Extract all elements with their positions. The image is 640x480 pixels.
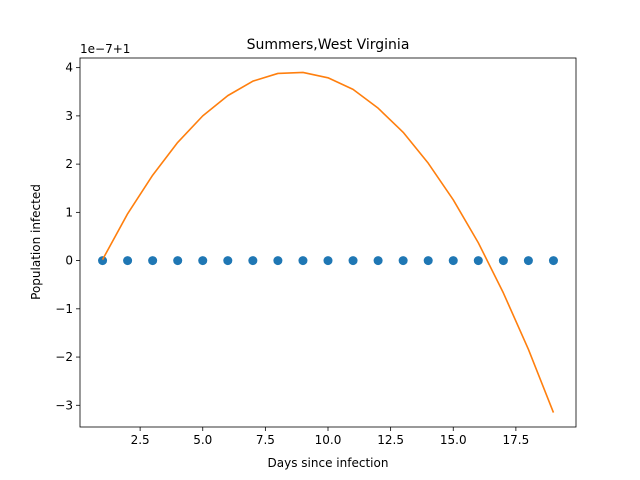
- y-axis-offset-label: 1e−7+1: [80, 42, 130, 56]
- scatter-point: [98, 256, 108, 266]
- x-tick-label: 7.5: [256, 433, 275, 447]
- y-tick-label: 3: [65, 109, 73, 123]
- scatter-point: [223, 256, 233, 266]
- scatter-point: [248, 256, 258, 266]
- y-axis-ticks: −3 −2 −1 0 1 2 3 4: [55, 61, 80, 412]
- data-marks: [98, 71, 558, 413]
- scatter-point: [298, 256, 308, 266]
- scatter-point: [273, 256, 283, 266]
- x-tick-label: 15.0: [440, 433, 467, 447]
- series-line: [101, 71, 555, 413]
- x-tick-label: 12.5: [377, 433, 404, 447]
- y-tick-label: −1: [55, 302, 73, 316]
- scatter-point: [348, 256, 358, 266]
- scatter-point: [123, 256, 133, 266]
- x-axis-label: Days since infection: [268, 456, 389, 470]
- plot-area: [80, 58, 576, 427]
- scatter-point: [373, 256, 383, 266]
- x-tick-label: 10.0: [315, 433, 342, 447]
- x-tick-label: 2.5: [131, 433, 150, 447]
- scatter-point: [173, 256, 183, 266]
- x-tick-label: 5.0: [193, 433, 212, 447]
- scatter-point: [548, 256, 558, 266]
- scatter-point: [323, 256, 333, 266]
- y-tick-label: 2: [65, 157, 73, 171]
- scatter-point: [523, 256, 533, 266]
- scatter-point: [148, 256, 158, 266]
- x-tick-label: 17.5: [503, 433, 530, 447]
- scatter-point: [498, 256, 508, 266]
- scatter-point: [398, 256, 408, 266]
- chart-title: Summers,West Virginia: [247, 37, 410, 53]
- y-tick-label: 4: [65, 61, 73, 75]
- y-tick-label: 0: [65, 254, 73, 268]
- y-tick-label: −2: [55, 350, 73, 364]
- scatter-point: [423, 256, 433, 266]
- x-axis-ticks: 2.5 5.0 7.5 10.0 12.5 15.0 17.5: [131, 427, 530, 447]
- y-tick-label: 1: [65, 205, 73, 219]
- scatter-point: [473, 256, 483, 266]
- scatter-point: [448, 256, 458, 266]
- y-axis-label: Population infected: [29, 184, 43, 300]
- scatter-point: [198, 256, 208, 266]
- y-tick-label: −3: [55, 398, 73, 412]
